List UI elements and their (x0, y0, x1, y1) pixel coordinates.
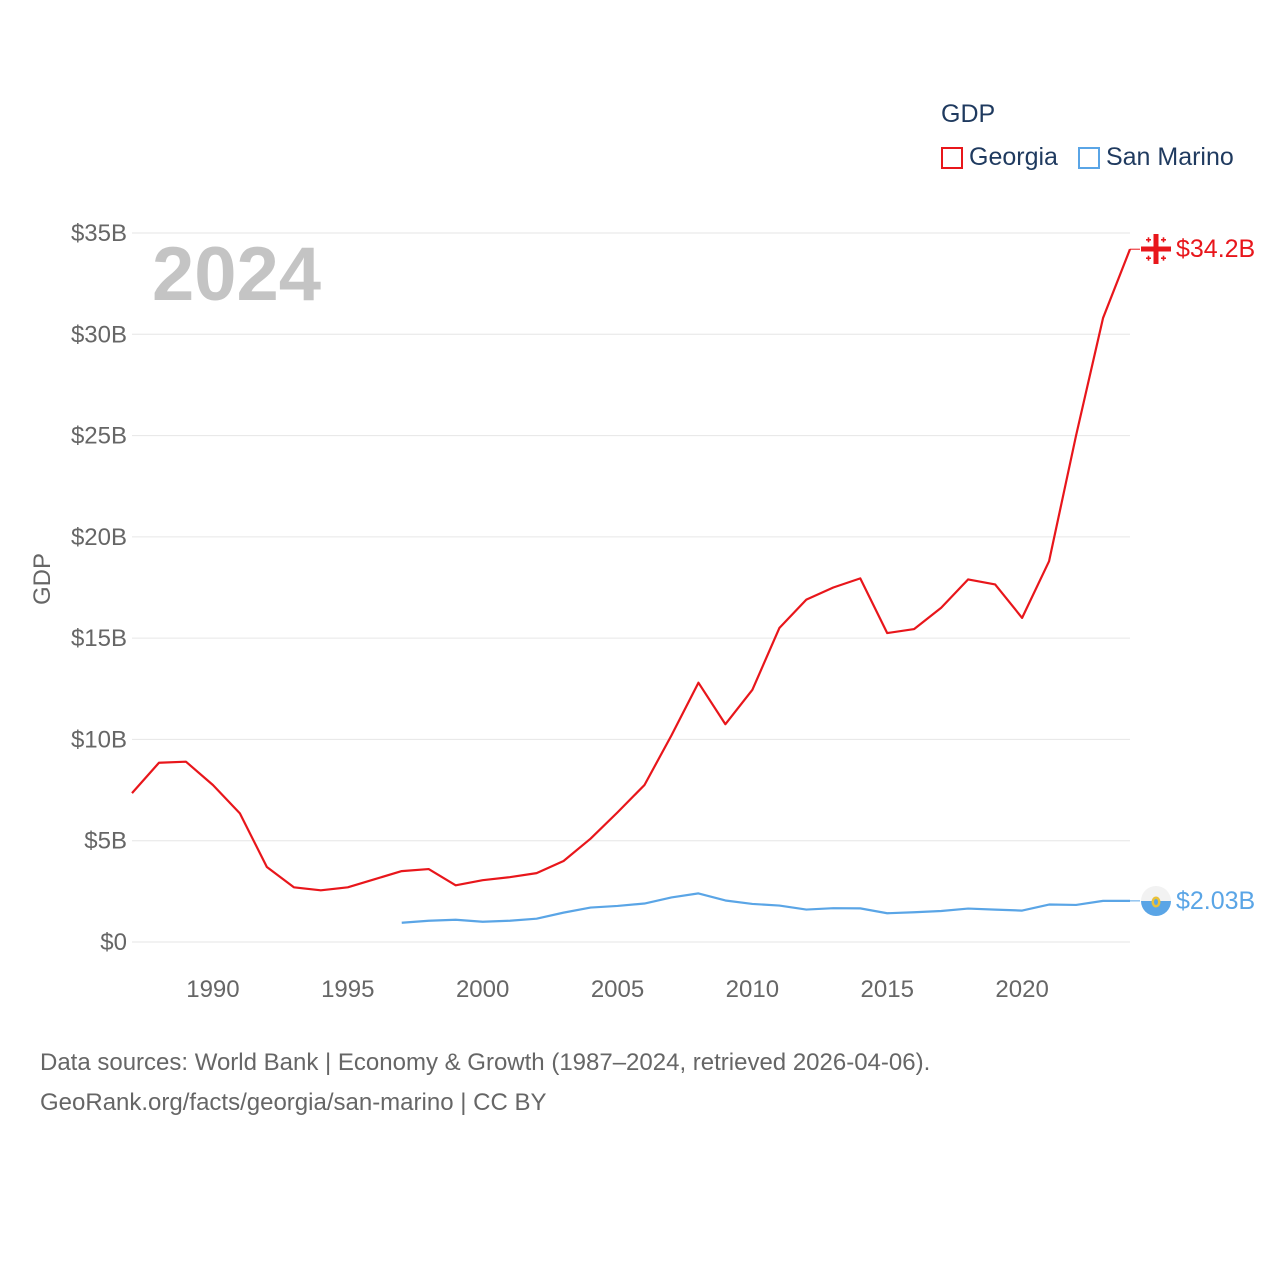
grid-lines (132, 232, 1130, 943)
x-tick-label: 1990 (186, 976, 239, 1003)
end-labels: $34.2B $2.03B (1130, 235, 1255, 915)
footer: Data sources: World Bank | Economy & Gro… (40, 1043, 930, 1123)
year-watermark: 2024 (152, 232, 321, 317)
x-tick-label: 2000 (456, 976, 509, 1003)
y-tick-label: $15B (71, 625, 127, 652)
y-tick-label: $0 (100, 929, 127, 956)
footer-sources: Data sources: World Bank | Economy & Gro… (40, 1049, 931, 1076)
y-tick-label: $25B (71, 423, 127, 450)
y-tick-label: $5B (84, 828, 127, 855)
series-line-georgia[interactable] (131, 248, 1132, 892)
series-lines (131, 248, 1132, 924)
legend-swatch-san-marino (1077, 146, 1100, 169)
legend-label-georgia: Georgia (969, 143, 1058, 171)
y-tick-label: $35B (71, 220, 127, 247)
end-label-georgia: $34.2B (1176, 235, 1255, 263)
legend-label-san-marino: San Marino (1105, 143, 1234, 171)
x-tick-label: 2020 (995, 976, 1048, 1003)
x-tick-label: 1995 (321, 976, 374, 1003)
y-tick-label: $30B (71, 321, 127, 348)
y-tick-label: $10B (71, 726, 127, 753)
y-axis-ticks: $0 $5B $10B $15B $20B $25B $30B $35B (71, 220, 127, 956)
footer-attribution[interactable]: GeoRank.org/facts/georgia/san-marino | C… (40, 1089, 547, 1116)
x-tick-label: 2015 (861, 976, 914, 1003)
georgia-flag-icon (1141, 234, 1171, 264)
y-tick-label: $20B (71, 524, 127, 551)
legend-swatch-georgia (941, 146, 963, 169)
end-label-san-marino: $2.03B (1176, 887, 1255, 915)
series-line-san-marino[interactable] (401, 892, 1130, 924)
x-tick-label: 2010 (726, 976, 779, 1003)
san-marino-flag-icon (1141, 886, 1171, 916)
legend: Georgia San Marino (941, 143, 1254, 172)
legend-item-san-marino[interactable]: San Marino (1077, 143, 1234, 172)
legend-item-georgia[interactable]: Georgia (941, 143, 1058, 172)
legend-title: GDP (941, 100, 996, 128)
x-axis-ticks: 1990 1995 2000 2005 2010 2015 2020 (186, 976, 1049, 1003)
x-tick-label: 2005 (591, 976, 644, 1003)
y-axis-label: GDP (29, 553, 56, 605)
